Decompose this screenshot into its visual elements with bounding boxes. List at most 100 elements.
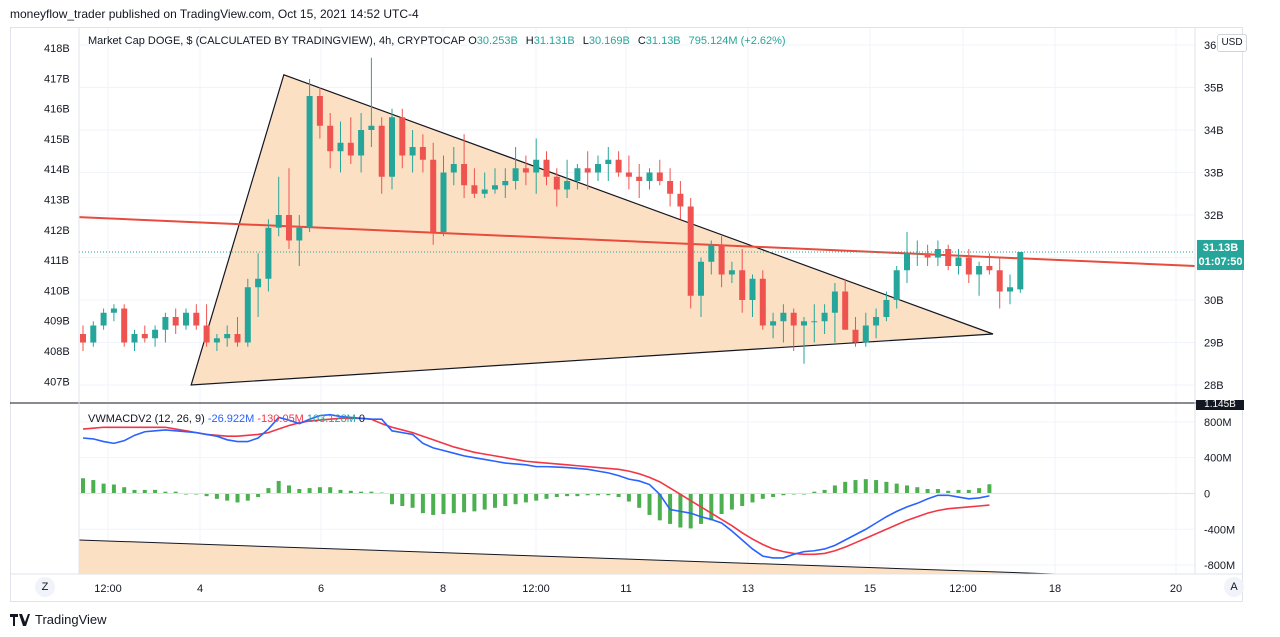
candle-body: [162, 317, 169, 330]
legend-title: Market Cap DOGE, $ (CALCULATED BY TRADIN…: [88, 35, 466, 47]
histogram-bar: [565, 493, 570, 497]
candle-body: [461, 164, 468, 186]
histogram-bar: [338, 489, 343, 494]
histogram-bar: [441, 493, 446, 515]
histogram-bar: [142, 489, 147, 494]
time-axis-tick: 13: [742, 583, 754, 595]
candle-body: [842, 291, 849, 330]
candle-body: [749, 278, 756, 300]
candle-body: [636, 176, 643, 181]
histogram-bar: [946, 490, 951, 494]
left-axis-tick: 411B: [44, 255, 69, 267]
histogram-bar: [513, 493, 518, 505]
candle-body: [183, 312, 189, 326]
histogram-bar: [740, 493, 745, 506]
histogram-bar: [235, 493, 240, 503]
main-legend: Market Cap DOGE, $ (CALCULATED BY TRADIN…: [88, 35, 786, 47]
candle-body: [986, 266, 993, 271]
histogram-bar: [874, 480, 879, 494]
time-axis-tick: 12:00: [94, 583, 122, 595]
currency-button[interactable]: USD: [1217, 34, 1247, 52]
candle-body: [110, 308, 117, 313]
left-axis-tick: 416B: [44, 104, 70, 116]
histogram-bar: [894, 483, 899, 494]
histogram-bar: [534, 493, 539, 501]
candle-body: [203, 325, 210, 343]
candle-body: [811, 321, 818, 323]
candle-body: [296, 227, 303, 241]
candle-body: [80, 334, 86, 343]
histogram-bar: [812, 491, 817, 494]
candle-body: [378, 125, 385, 177]
histogram-bar: [493, 493, 497, 508]
candle-body: [595, 164, 601, 173]
candle-body: [306, 96, 313, 228]
tradingview-brand: TradingView: [35, 612, 107, 627]
right-axis-tick: 29B: [1204, 338, 1224, 350]
histogram-bar: [575, 493, 580, 497]
indicator-zero-value: 0: [358, 413, 366, 425]
left-axis-tick: 408B: [44, 346, 70, 358]
candle-body: [213, 338, 220, 343]
candle-body: [862, 325, 869, 343]
histogram-bar: [245, 493, 250, 501]
zoom-reset-button[interactable]: Z: [35, 577, 55, 597]
candle-body: [739, 270, 746, 300]
histogram-bar: [214, 493, 219, 499]
candle-body: [934, 249, 941, 258]
candle-body: [883, 300, 890, 317]
last-price-badge: 31.13B 01:07:50: [1197, 240, 1244, 270]
candle-body: [656, 172, 663, 181]
legend-l-label: L: [582, 35, 589, 47]
histogram-bar: [678, 493, 683, 528]
histogram-bar: [987, 484, 992, 494]
candle-body: [450, 164, 457, 173]
candle-body: [481, 189, 488, 194]
left-axis-tick: 417B: [44, 73, 70, 85]
candle-body: [121, 308, 128, 343]
candle-body: [90, 325, 97, 343]
histogram-bar: [832, 485, 837, 494]
candle-body: [801, 321, 807, 326]
candle-body: [945, 249, 952, 266]
candle-body: [522, 168, 529, 173]
candle-body: [172, 317, 179, 326]
last-price-value: 31.13B: [1202, 242, 1239, 254]
histogram-bar: [596, 493, 600, 496]
candle-body: [873, 317, 880, 326]
histogram-bar: [163, 491, 168, 494]
legend-change: 795.124M (+2.62%): [688, 35, 786, 47]
histogram-bar: [966, 489, 971, 494]
auto-scale-button[interactable]: A: [1224, 577, 1244, 597]
indicator-axis-tick: -800M: [1204, 560, 1235, 572]
legend-c-label: C: [637, 35, 646, 47]
candle-body: [224, 334, 231, 339]
candle-body: [677, 193, 684, 207]
histogram-bar: [771, 493, 776, 498]
candle-body: [759, 278, 766, 326]
candle-body: [574, 168, 581, 181]
histogram-bar: [348, 490, 353, 494]
histogram-bar: [317, 487, 322, 494]
histogram-bar: [699, 493, 703, 524]
legend-open: 30.253B: [476, 35, 518, 47]
histogram-bar: [132, 489, 137, 494]
right-axis-tick: 30B: [1204, 295, 1224, 307]
candle-body: [409, 147, 416, 156]
candle-body: [698, 261, 704, 296]
time-axis-tick: 12:00: [522, 583, 550, 595]
candle-body: [1007, 287, 1013, 292]
legend-close: 31.13B: [645, 35, 681, 47]
publish-header: moneyflow_trader published on TradingVie…: [10, 7, 419, 21]
left-axis-tick: 415B: [44, 134, 70, 146]
time-axis-tick: 12:00: [949, 583, 977, 595]
histogram-bar: [173, 491, 178, 494]
histogram-bar: [400, 493, 405, 506]
histogram-bar: [935, 489, 940, 494]
left-axis-tick: 412B: [44, 225, 70, 237]
histogram-bar: [523, 493, 528, 503]
candle-body: [368, 125, 375, 130]
histogram-bar: [977, 488, 982, 494]
candle-body: [533, 159, 540, 173]
